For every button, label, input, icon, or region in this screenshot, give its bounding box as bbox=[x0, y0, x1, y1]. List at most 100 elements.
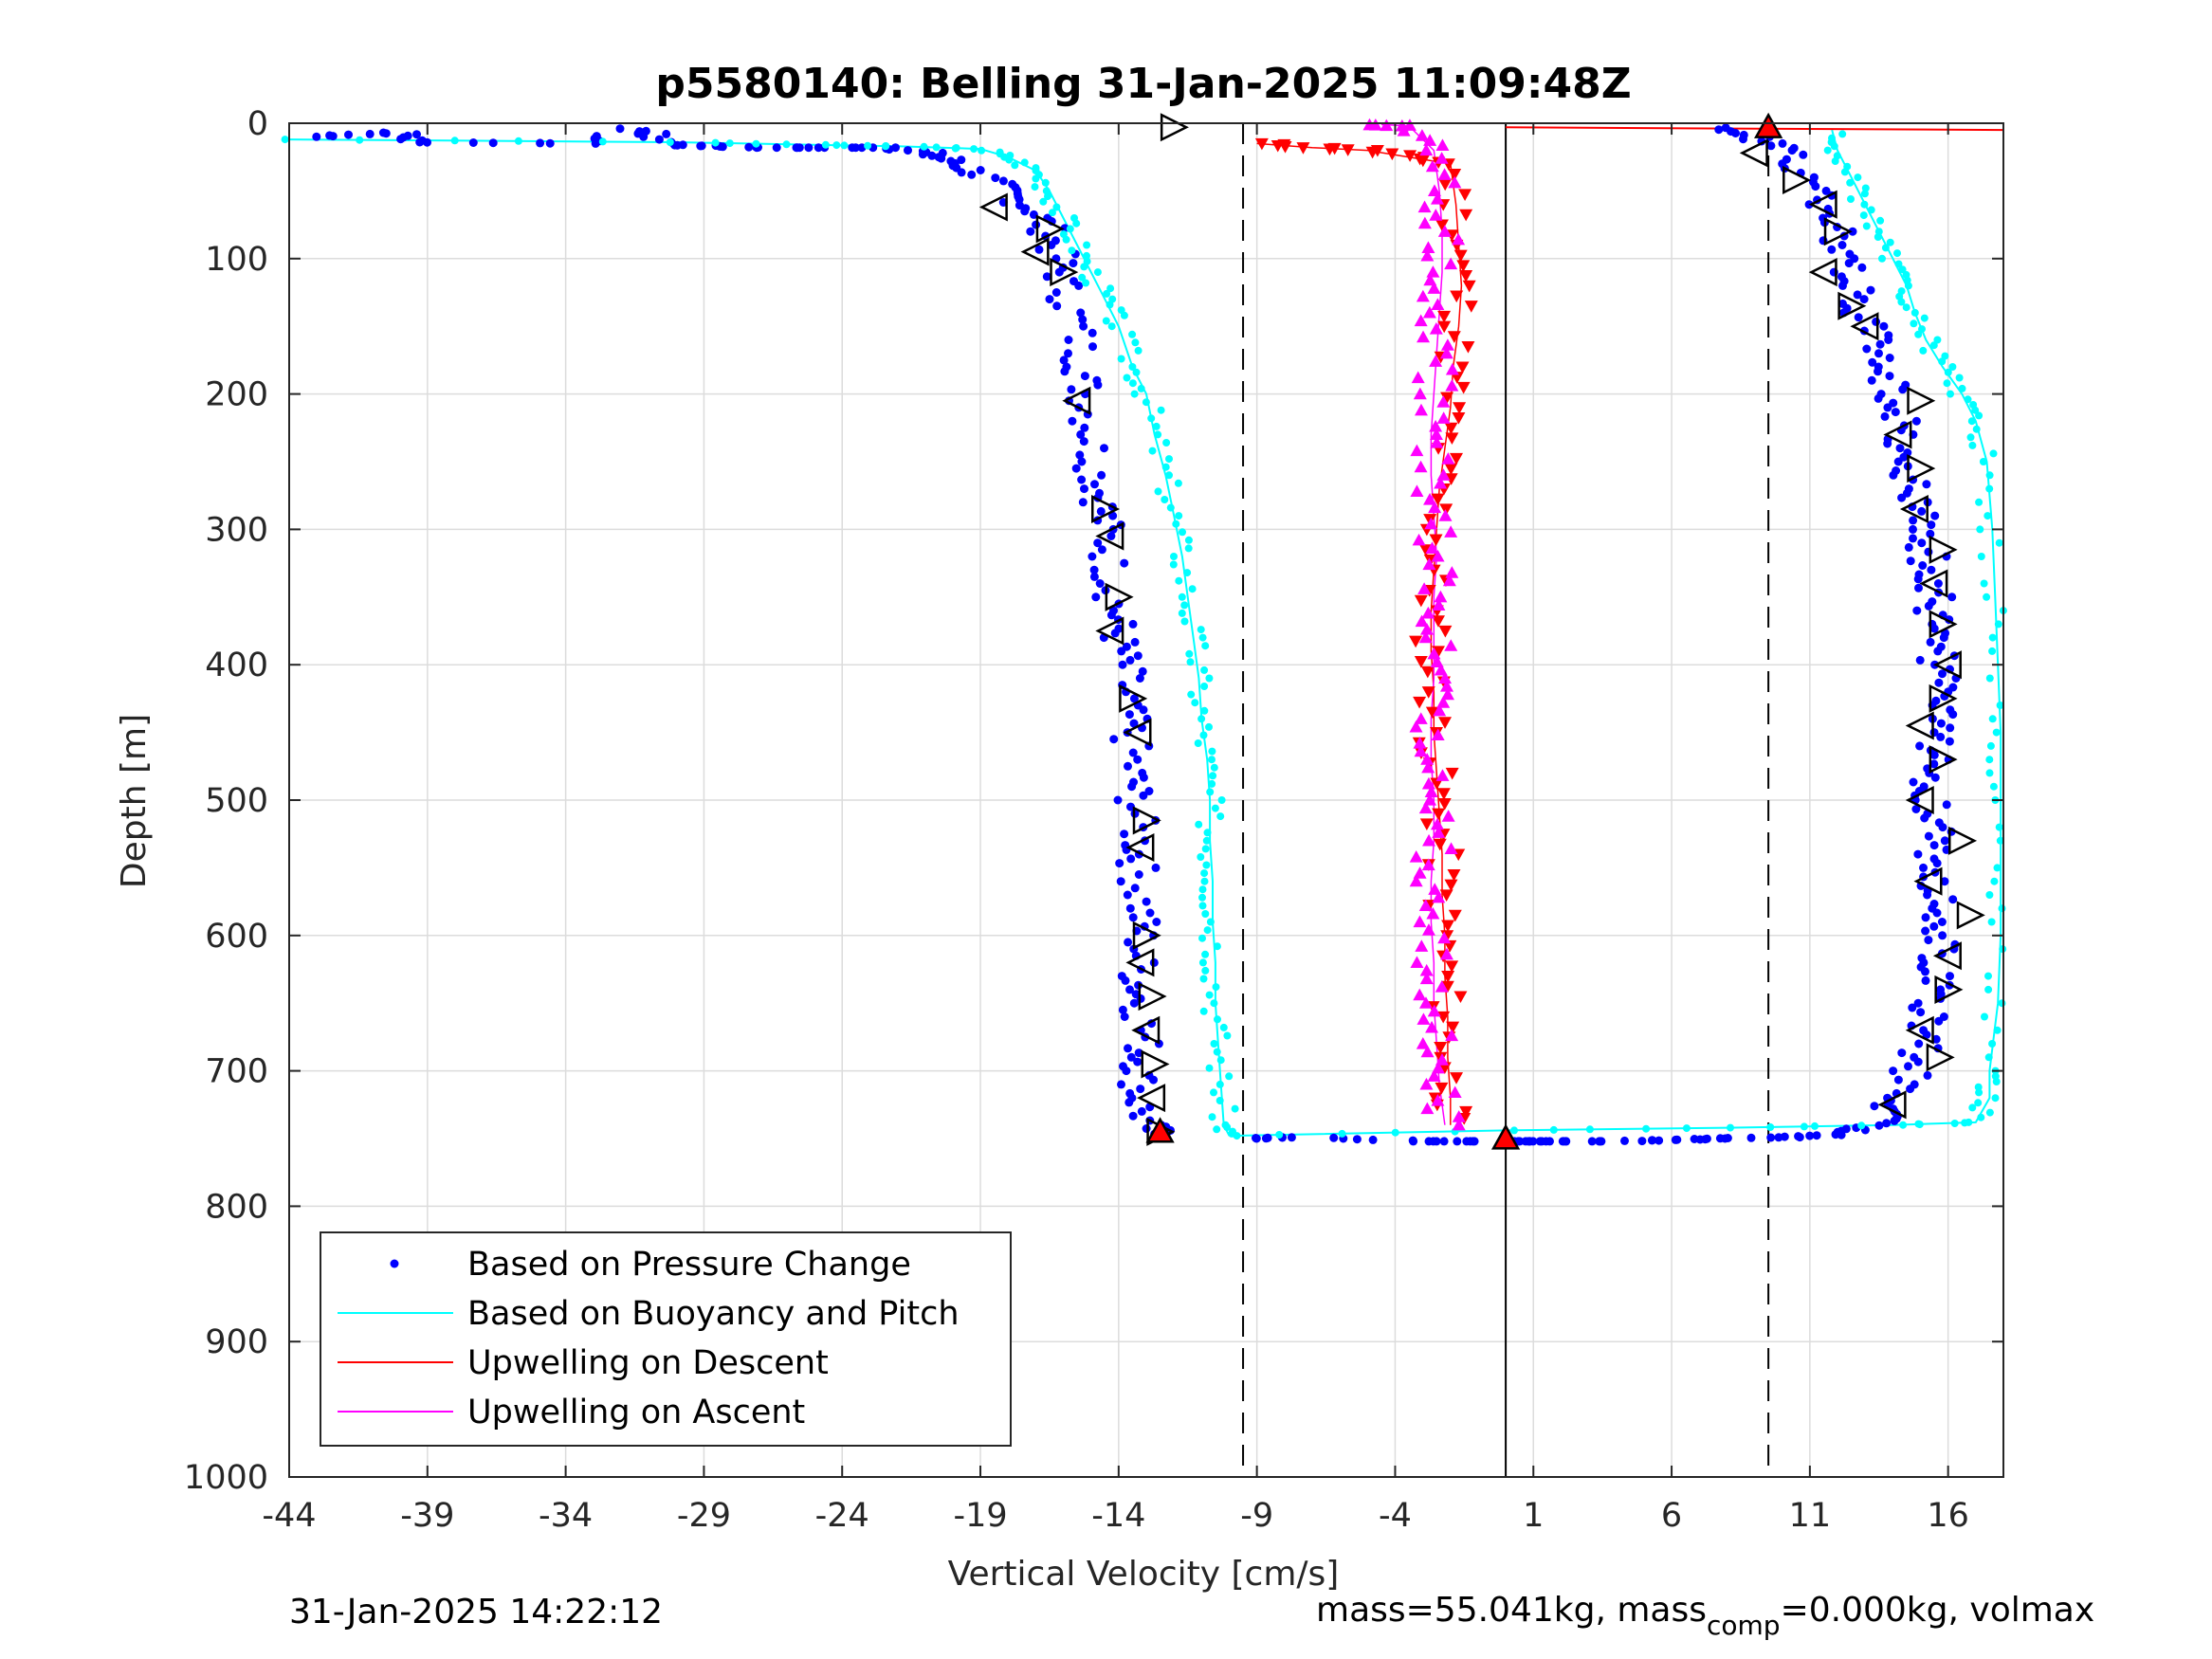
upwelling-ascent-point bbox=[1434, 663, 1448, 676]
pressure-point-descent bbox=[1128, 913, 1138, 922]
upwelling-ascent-point bbox=[1432, 598, 1446, 611]
upwelling-ascent-point bbox=[1410, 956, 1424, 968]
buoyancy-point bbox=[1948, 363, 1957, 371]
pressure-point-descent bbox=[1026, 227, 1035, 236]
buoyancy-point bbox=[1131, 338, 1140, 347]
upwelling-ascent-point bbox=[1417, 330, 1431, 343]
pressure-point-descent bbox=[1130, 637, 1140, 647]
pressure-point-descent bbox=[1139, 791, 1148, 800]
pressure-point-ascent bbox=[1917, 506, 1927, 516]
upwelling-ascent-point bbox=[1436, 468, 1451, 481]
pressure-point-descent bbox=[1151, 863, 1161, 872]
pressure-point-descent bbox=[662, 129, 671, 138]
upwelling-descent-point bbox=[1453, 249, 1468, 263]
pressure-point-ascent bbox=[1909, 777, 1918, 787]
pressure-point-ascent bbox=[1782, 155, 1791, 164]
buoyancy-point bbox=[1117, 355, 1125, 363]
upwelling-descent-point bbox=[1459, 1105, 1473, 1119]
pressure-point-descent bbox=[415, 137, 425, 147]
buoyancy-point bbox=[1800, 1122, 1808, 1131]
x-axis-label: Vertical Velocity [cm/s] bbox=[948, 1555, 1340, 1594]
upwelling-ascent-point bbox=[1439, 680, 1453, 692]
pressure-point-descent bbox=[744, 142, 754, 152]
buoyancy-point bbox=[1950, 1120, 1959, 1127]
pressure-point-ascent bbox=[1934, 678, 1944, 687]
upwelling-ascent-point bbox=[1419, 143, 1434, 156]
buoyancy-point bbox=[1183, 569, 1192, 577]
pressure-point-ascent bbox=[1909, 534, 1917, 543]
upwelling-descent-point bbox=[1444, 422, 1458, 435]
pressure-point-ascent bbox=[1870, 1102, 1879, 1111]
pressure-point-ascent bbox=[1930, 773, 1940, 782]
pressure-point-descent bbox=[1142, 897, 1151, 906]
pressure-point-descent bbox=[1138, 666, 1147, 676]
x-tick-label: -29 bbox=[677, 1497, 731, 1535]
upwelling-ascent-point bbox=[1413, 737, 1427, 749]
upwelling-ascent-point bbox=[1444, 257, 1458, 270]
buoyancy-point bbox=[1881, 244, 1890, 252]
buoyancy-point bbox=[1201, 966, 1210, 975]
buoyancy-point bbox=[1857, 1121, 1866, 1130]
pressure-point-descent bbox=[1080, 372, 1089, 381]
pressure-point-ascent bbox=[1908, 1003, 1917, 1012]
buoyancy-point bbox=[1039, 197, 1048, 206]
upwelling-ascent-point bbox=[1413, 866, 1427, 879]
upwelling-descent-point bbox=[1414, 656, 1428, 668]
pressure-point-descent bbox=[1096, 506, 1106, 516]
pressure-point-ascent bbox=[1919, 782, 1929, 792]
buoyancy-point bbox=[1969, 401, 1978, 409]
pressure-point-ascent bbox=[1596, 1137, 1605, 1146]
buoyancy-point bbox=[1213, 1048, 1221, 1056]
chart-title: p5580140: Belling 31-Jan-2025 11:09:48Z bbox=[655, 60, 1631, 108]
upwelling-descent-point bbox=[1453, 991, 1468, 1004]
buoyancy-point bbox=[1985, 674, 1994, 683]
upwelling-ascent-point bbox=[1435, 152, 1449, 164]
buoyancy-point bbox=[1902, 303, 1910, 312]
pressure-point-descent bbox=[1091, 592, 1101, 602]
legend-label: Upwelling on Descent bbox=[467, 1344, 829, 1382]
y-tick-label: 400 bbox=[205, 647, 268, 684]
heading-marker bbox=[1956, 901, 1985, 930]
buoyancy-point bbox=[1933, 336, 1942, 344]
pressure-point-descent bbox=[1126, 1052, 1136, 1062]
upwelling-ascent-point bbox=[1421, 776, 1435, 790]
upwelling-ascent-point bbox=[1410, 484, 1424, 498]
buoyancy-point bbox=[1210, 1088, 1217, 1097]
pressure-point-ascent bbox=[1352, 1135, 1362, 1144]
buoyancy-point bbox=[1166, 503, 1175, 512]
pressure-point-ascent bbox=[1926, 529, 1935, 538]
heading-marker bbox=[1808, 258, 1837, 287]
buoyancy-point bbox=[1216, 1056, 1225, 1065]
buoyancy-point bbox=[1996, 702, 2004, 709]
upwelling-ascent-point bbox=[1426, 265, 1440, 278]
pressure-point-descent bbox=[957, 168, 966, 177]
buoyancy-point bbox=[1985, 484, 1994, 493]
buoyancy-point bbox=[1154, 430, 1162, 439]
pressure-point-descent bbox=[1136, 1085, 1145, 1094]
buoyancy-point bbox=[1984, 1053, 1993, 1062]
upwelling-ascent-point bbox=[1414, 744, 1428, 757]
heading-marker bbox=[1739, 138, 1768, 168]
heading-marker bbox=[1877, 1090, 1907, 1120]
buoyancy-point bbox=[1005, 155, 1014, 164]
pressure-point-ascent bbox=[1940, 877, 1949, 886]
buoyancy-point bbox=[1902, 270, 1910, 279]
pressure-point-descent bbox=[1110, 629, 1120, 638]
pressure-point-descent bbox=[1034, 245, 1044, 254]
pressure-point-descent bbox=[1128, 619, 1138, 629]
upwelling-ascent-point bbox=[1419, 1077, 1434, 1090]
upwelling-ascent-point bbox=[1445, 1029, 1459, 1042]
pressure-point-descent bbox=[772, 143, 781, 153]
upwelling-ascent-point bbox=[1427, 1069, 1441, 1082]
pressure-point-descent bbox=[1117, 647, 1126, 656]
buoyancy-point bbox=[821, 140, 830, 149]
pressure-point-ascent bbox=[1910, 1080, 1919, 1089]
buoyancy-point bbox=[1979, 458, 1987, 465]
pressure-point-descent bbox=[325, 131, 335, 140]
pressure-point-descent bbox=[344, 130, 353, 139]
pressure-point-ascent bbox=[1799, 150, 1808, 159]
upwelling-descent-point bbox=[1456, 381, 1471, 394]
upwelling-ascent-point bbox=[1421, 858, 1435, 871]
buoyancy-point bbox=[752, 139, 760, 148]
buoyancy-point bbox=[1199, 975, 1208, 983]
